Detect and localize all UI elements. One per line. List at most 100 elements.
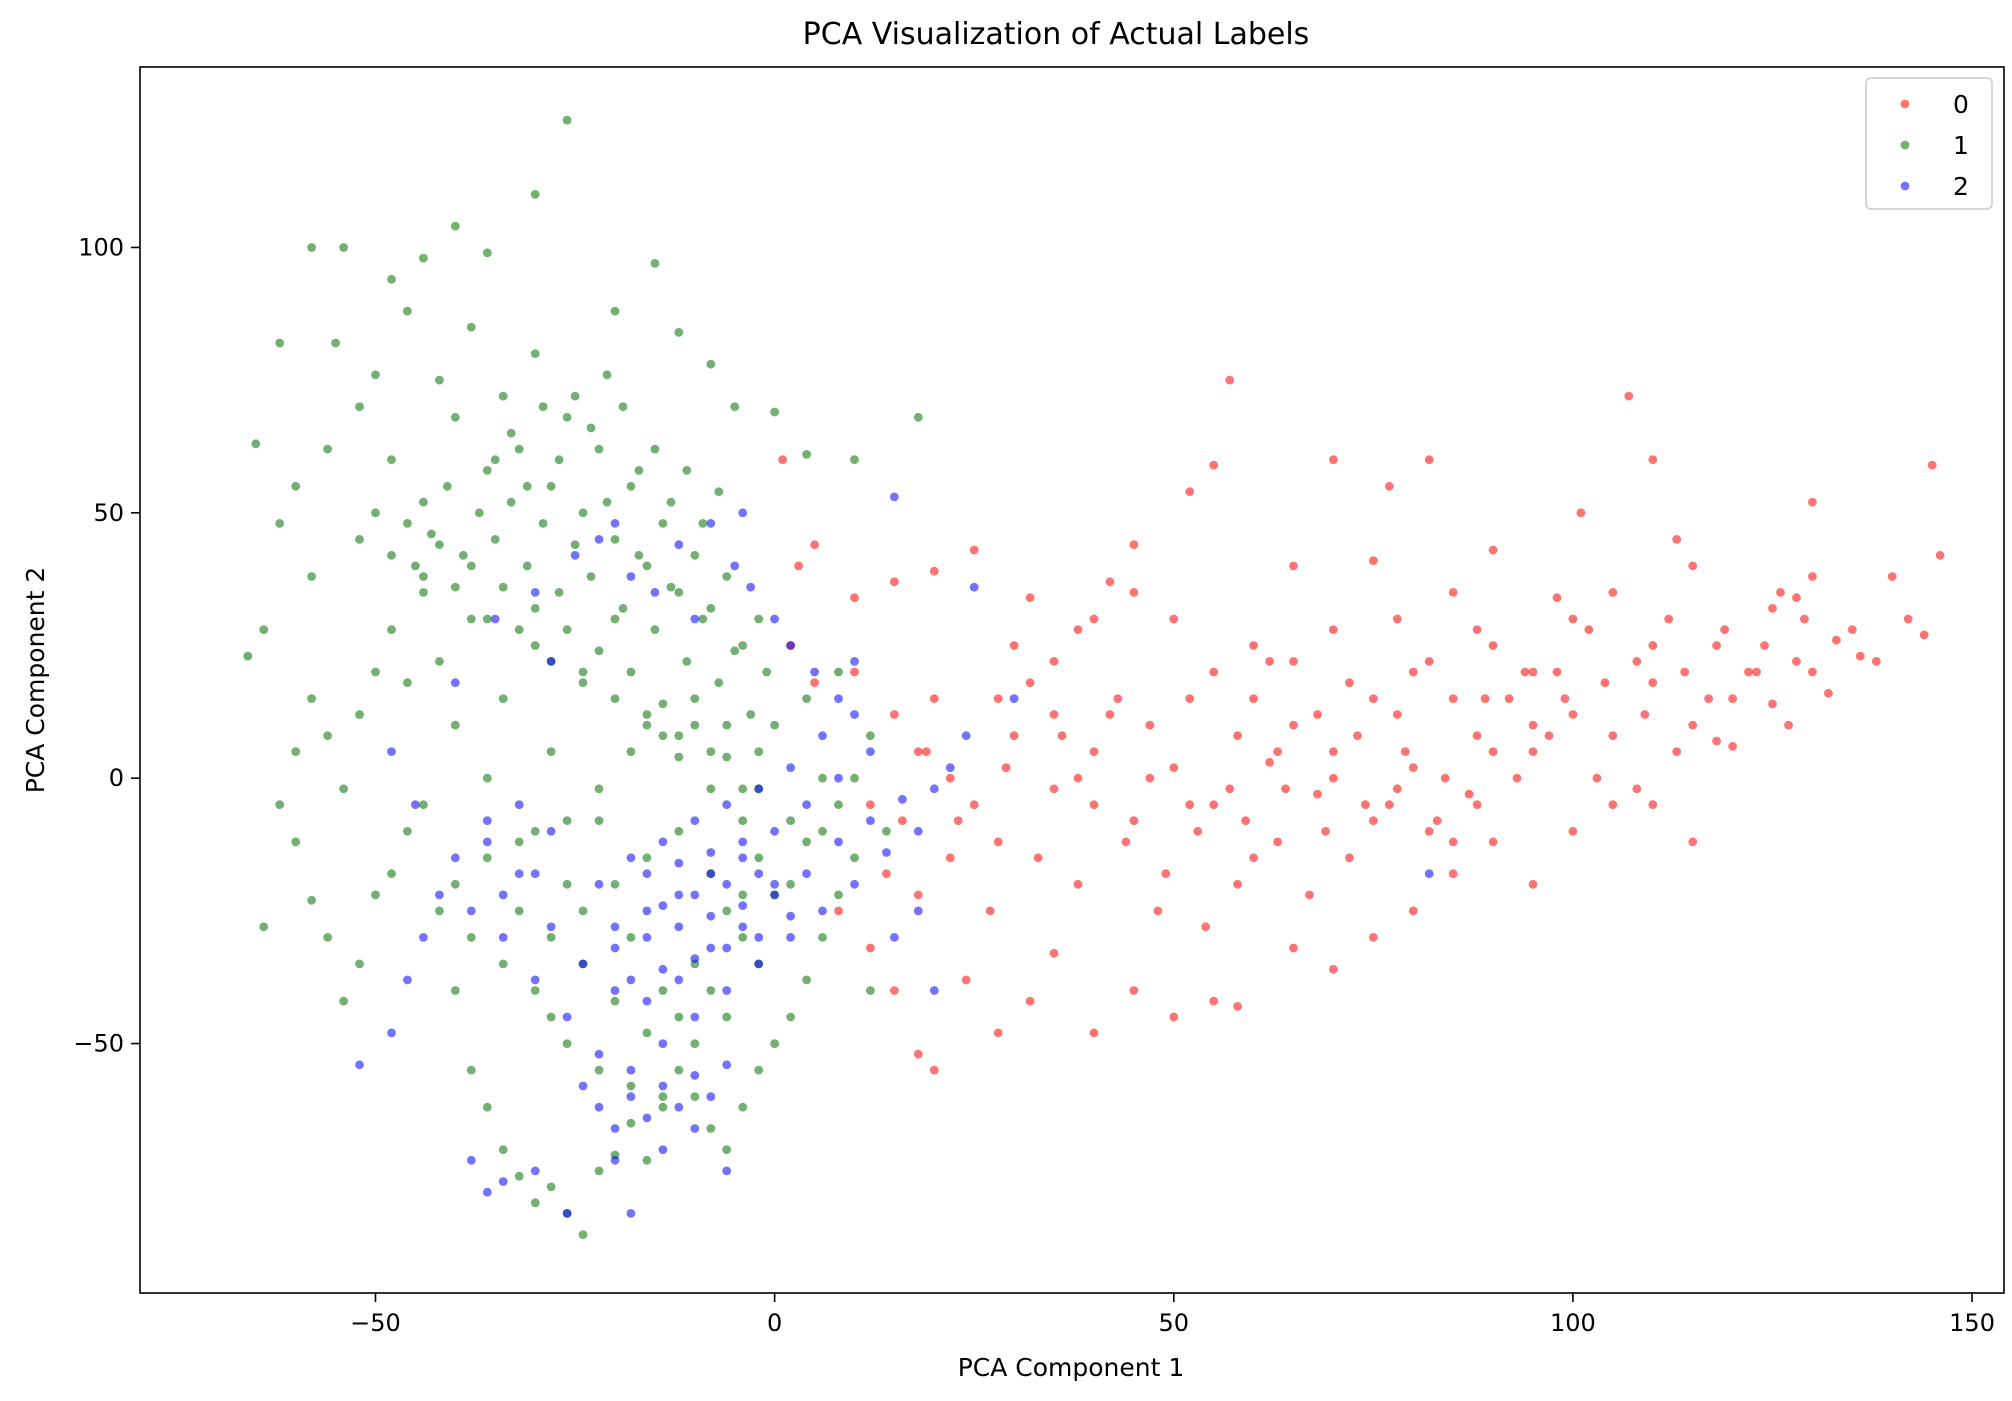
point-series-0-5 [913, 747, 923, 756]
point-series-0-72 [1225, 375, 1235, 385]
point-series-0-52 [1935, 550, 1945, 560]
point-series-1-61 [435, 906, 444, 916]
point-series-1-98 [387, 625, 396, 634]
point-series-1-172 [435, 540, 444, 550]
point-series-1-202 [674, 1012, 684, 1022]
ticks-layer: −50 0 50 100 150 −50 0 50 100 [73, 233, 1995, 1337]
point-series-1-85 [818, 933, 827, 942]
point-series-1-201 [658, 1102, 668, 1112]
point-series-1-156 [554, 455, 564, 465]
point-series-0-199 [1720, 625, 1729, 634]
point-series-0-110 [1648, 800, 1658, 810]
point-series-0-48 [1808, 572, 1817, 581]
point-series-0-18 [1185, 694, 1195, 703]
point-series-2-106 [706, 519, 716, 528]
point-series-1-105 [498, 694, 508, 703]
point-series-2-88 [514, 800, 524, 810]
point-series-0-69 [1329, 455, 1338, 465]
point-series-0-128 [945, 853, 955, 863]
point-series-0-190 [1361, 800, 1370, 810]
y-tick-label: −50 [73, 1030, 124, 1058]
point-series-0-60 [1648, 455, 1658, 465]
point-series-2-21 [546, 922, 556, 932]
point-series-1-13 [706, 359, 716, 369]
point-series-1-1 [275, 338, 285, 348]
point-series-0-112 [1728, 741, 1737, 751]
point-series-1-150 [458, 550, 468, 560]
point-series-1-144 [730, 646, 740, 656]
point-series-0-185 [1161, 869, 1171, 879]
point-series-1-145 [746, 710, 756, 719]
point-series-0-180 [953, 816, 963, 825]
point-series-2-70 [674, 922, 684, 932]
point-series-1-167 [355, 535, 364, 544]
point-series-1-223 [610, 879, 620, 889]
point-series-0-123 [1169, 614, 1179, 624]
point-series-1-9 [562, 115, 572, 125]
point-series-0-104 [1408, 906, 1418, 916]
point-series-1-200 [642, 1028, 652, 1038]
point-series-1-109 [562, 879, 572, 889]
point-series-1-103 [466, 614, 476, 624]
point-series-1-180 [562, 625, 572, 634]
point-series-1-31 [435, 375, 444, 385]
point-series-1-50 [738, 641, 748, 650]
point-series-2-109 [770, 614, 779, 624]
y-tick-label: 50 [93, 499, 124, 527]
point-series-0-31 [1448, 837, 1458, 847]
point-series-2-54 [690, 816, 700, 825]
point-series-2-129 [1424, 869, 1434, 879]
point-series-1-25 [331, 338, 340, 348]
point-series-1-59 [403, 826, 412, 836]
point-series-1-166 [714, 487, 724, 496]
point-series-1-107 [530, 641, 540, 650]
point-series-0-162 [1488, 747, 1498, 756]
point-series-0-77 [1089, 614, 1099, 624]
point-series-1-44 [642, 561, 652, 571]
point-series-2-18 [498, 933, 508, 942]
point-series-2-104 [650, 588, 660, 597]
point-series-0-73 [1209, 460, 1219, 470]
point-series-0-62 [1576, 508, 1586, 518]
point-series-2-15 [450, 853, 460, 863]
point-series-1-131 [522, 561, 532, 571]
point-series-1-226 [658, 731, 668, 741]
point-series-0-43 [1688, 720, 1698, 730]
point-series-1-146 [762, 667, 772, 677]
point-series-1-232 [754, 747, 764, 756]
point-series-0-139 [1305, 890, 1314, 900]
point-series-0-53 [1927, 460, 1937, 470]
point-series-0-168 [1432, 816, 1442, 825]
point-series-2-59 [770, 826, 779, 836]
point-series-1-194 [546, 1012, 556, 1022]
point-series-1-67 [530, 1198, 540, 1208]
point-series-0-186 [1201, 922, 1211, 932]
point-series-2-35 [770, 890, 779, 900]
point-series-1-164 [682, 466, 692, 475]
point-series-0-126 [1025, 593, 1035, 603]
point-series-0-46 [1768, 604, 1777, 613]
point-series-0-109 [1608, 800, 1618, 810]
point-series-0-127 [993, 694, 1003, 703]
point-series-0-146 [1592, 773, 1602, 783]
point-series-1-120 [738, 784, 748, 794]
point-series-1-106 [514, 837, 524, 847]
point-series-0-167 [1472, 800, 1482, 810]
point-series-2-45 [929, 784, 939, 794]
point-series-2-78 [642, 869, 652, 879]
point-series-0-161 [1448, 694, 1458, 703]
point-series-0-164 [1568, 614, 1578, 624]
point-series-0-67 [1384, 481, 1394, 491]
point-series-2-99 [706, 1092, 716, 1101]
point-series-1-187 [674, 752, 684, 762]
point-series-1-81 [754, 1065, 764, 1075]
point-series-2-124 [546, 657, 556, 666]
point-series-1-24 [323, 444, 332, 454]
point-series-0-174 [1185, 800, 1195, 810]
point-series-1-212 [834, 800, 843, 810]
point-series-2-110 [786, 641, 795, 650]
point-series-1-214 [466, 933, 476, 942]
point-series-1-198 [610, 996, 620, 1006]
point-series-1-29 [403, 306, 412, 316]
point-series-0-79 [1009, 641, 1019, 650]
